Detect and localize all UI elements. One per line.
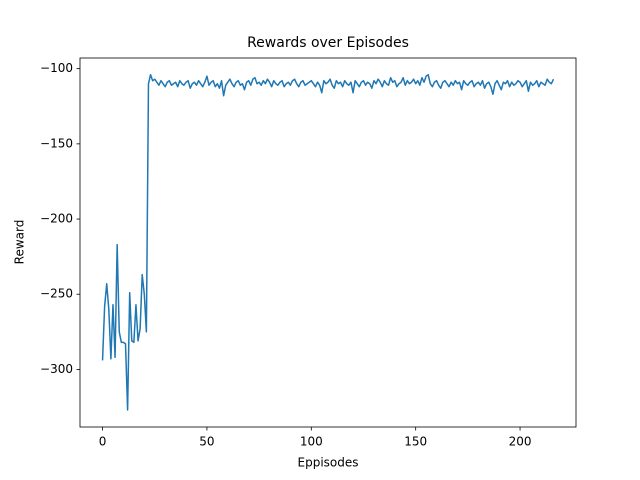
y-tick-label: −300 <box>40 362 73 376</box>
y-tick-label: −150 <box>40 136 73 150</box>
y-tick-label: −250 <box>40 287 73 301</box>
y-tick-label: −200 <box>40 212 73 226</box>
y-axis-label: Reward <box>13 220 27 265</box>
x-tick-label: 150 <box>404 435 427 449</box>
plot-frame <box>79 57 577 428</box>
chart-title: Rewards over Episodes <box>247 35 409 51</box>
y-tick-label: −100 <box>40 61 73 75</box>
x-tick-label: 50 <box>199 435 214 449</box>
x-tick-label: 0 <box>99 435 107 449</box>
x-tick-label: 100 <box>300 435 323 449</box>
x-axis-label: Eppisodes <box>298 456 359 470</box>
x-tick-label: 200 <box>509 435 532 449</box>
data-line <box>101 73 555 411</box>
